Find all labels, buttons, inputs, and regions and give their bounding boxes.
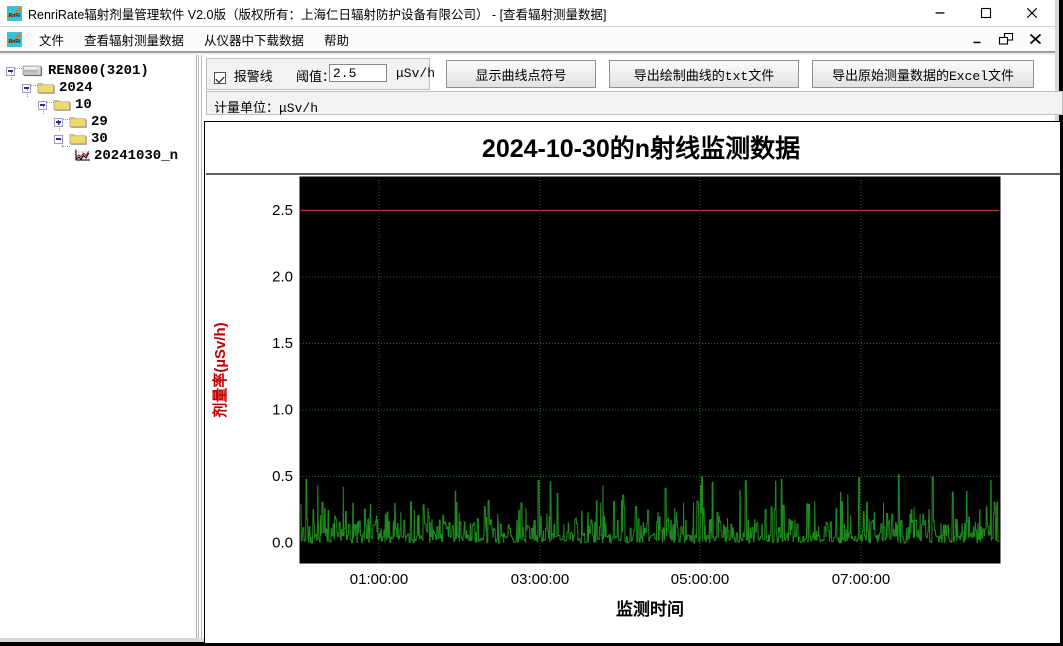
svg-text:07:00:00: 07:00:00 <box>832 571 890 588</box>
svg-text:监测时间: 监测时间 <box>616 599 684 619</box>
svg-text:2.0: 2.0 <box>272 269 293 286</box>
svg-text:01:00:00: 01:00:00 <box>350 571 408 588</box>
svg-text:1.0: 1.0 <box>272 402 293 419</box>
svg-text:RnRi: RnRi <box>9 12 21 18</box>
svg-text:03:00:00: 03:00:00 <box>511 571 569 588</box>
svg-text:05:00:00: 05:00:00 <box>671 571 729 588</box>
svg-text:2024-10-30​的n射线监测数据: 2024-10-30​的n射线监测数据 <box>482 134 800 163</box>
svg-text:剂量率(µSv/h): 剂量率(µSv/h) <box>211 322 229 417</box>
svg-text:1.5: 1.5 <box>272 335 293 352</box>
svg-text:2.5: 2.5 <box>272 202 293 219</box>
svg-text:0.0: 0.0 <box>272 535 293 552</box>
svg-text:0.5: 0.5 <box>272 468 293 485</box>
svg-text:RnRi: RnRi <box>9 38 21 44</box>
